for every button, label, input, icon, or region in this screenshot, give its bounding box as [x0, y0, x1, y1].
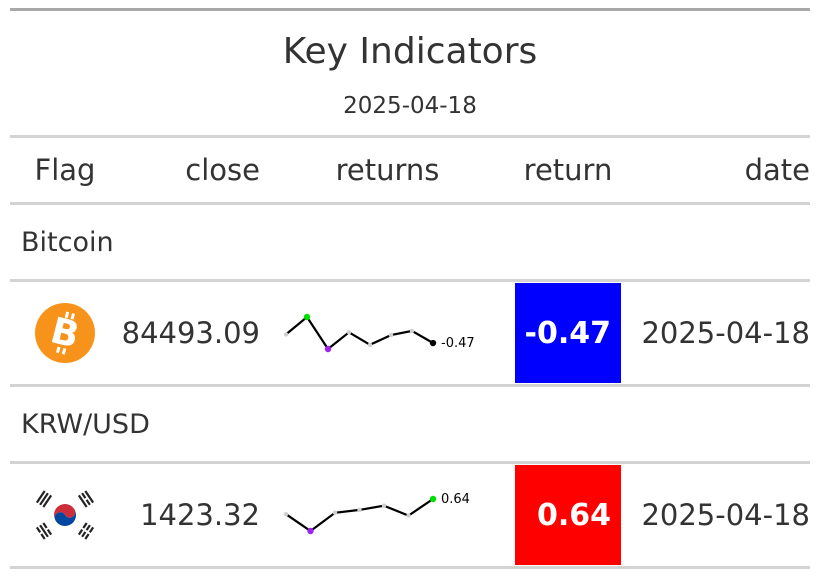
returns-sparkline: 0.64 [260, 485, 515, 545]
sparkline-last-point [429, 495, 436, 503]
sparkline-point [356, 507, 362, 513]
close-value: 84493.09 [121, 316, 260, 350]
sparkline-label: -0.47 [441, 336, 475, 351]
sparkline-point [283, 332, 288, 337]
date-value: 2025-04-18 [641, 498, 810, 532]
group-rule [10, 279, 810, 282]
sparkline-min-point [324, 345, 331, 353]
group-rule [10, 461, 810, 464]
column-header-row: Flag close returns return date [10, 138, 810, 202]
sparkline-max-point [303, 313, 310, 321]
sparkline-chart: -0.47 [283, 313, 475, 353]
column-header-return: return [523, 153, 613, 187]
table-row: B 84493.09 -0.47 -0.47 2025-04-18 [10, 282, 810, 384]
sparkline-line [284, 498, 434, 533]
sparkline-line [284, 315, 434, 351]
group-label-krw-usd: KRW/USD [21, 408, 150, 440]
close-value: 1423.32 [140, 498, 260, 532]
sparkline-chart: 0.64 [283, 492, 470, 535]
return-value-cell: -0.47 [515, 283, 621, 383]
sparkline-point [405, 513, 411, 518]
column-header-returns: returns [335, 153, 440, 187]
sparkline-point [367, 342, 372, 348]
sparkline-point [283, 511, 288, 517]
table-title: Key Indicators [282, 30, 538, 72]
column-header-flag: Flag [34, 153, 96, 187]
sparkline-point [381, 503, 386, 508]
sparkline-last-point [429, 339, 436, 347]
header-rule [10, 135, 810, 138]
sparkline-min-point [306, 527, 314, 535]
date-value: 2025-04-18 [641, 316, 810, 350]
sparkline-point [409, 328, 414, 334]
sparkline-point [388, 332, 393, 338]
header-bottom-rule [10, 202, 810, 205]
sparkline-point [332, 510, 337, 515]
table-row: 1423.32 0.64 0.64 2025-04-18 [10, 464, 810, 566]
column-header-close: close [185, 153, 260, 187]
bitcoin-icon: B [10, 302, 120, 364]
row-rule [10, 384, 810, 387]
column-header-date: date [744, 153, 810, 187]
table-subtitle: 2025-04-18 [343, 93, 477, 119]
sparkline-point [346, 330, 351, 335]
sparkline-label: 0.64 [441, 492, 470, 507]
top-rule [10, 8, 810, 11]
south-korea-flag-icon [10, 490, 120, 540]
key-indicators-table: Key Indicators 2025-04-18 Flag close ret… [10, 8, 810, 569]
row-rule [10, 566, 810, 569]
returns-sparkline: -0.47 [260, 303, 515, 363]
return-value-cell: 0.64 [515, 465, 621, 565]
group-label-bitcoin: Bitcoin [21, 226, 114, 258]
